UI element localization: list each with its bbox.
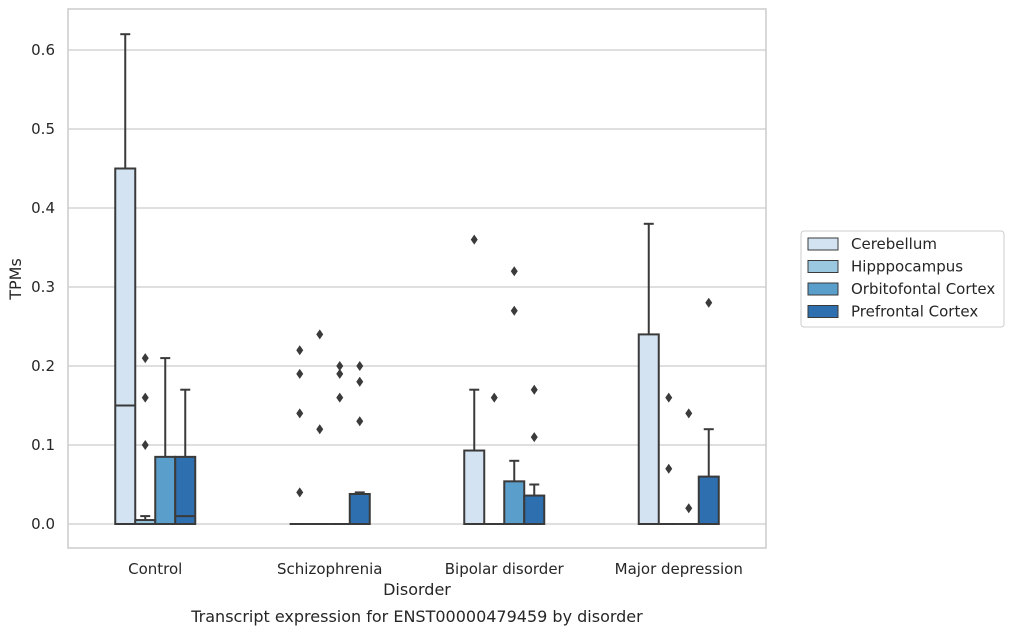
box-1-0 [289, 345, 310, 525]
outlier-point [296, 368, 304, 379]
box-body [463, 449, 486, 525]
outlier-point [685, 408, 693, 419]
y-tick-label: 0.4 [31, 199, 55, 217]
legend-label: Cerebellum [851, 235, 937, 253]
box-3-3 [697, 297, 720, 526]
box-body [114, 167, 137, 525]
x-tick-label: Schizophrenia [277, 560, 382, 578]
outlier-point [141, 353, 149, 364]
outlier-point [490, 392, 498, 403]
y-tick-label: 0.2 [31, 357, 55, 375]
legend-swatch [807, 237, 839, 251]
outlier-point [336, 361, 344, 371]
outlier-point [336, 392, 344, 403]
outlier-point [316, 329, 324, 340]
legend-label: Hipppocampus [851, 258, 963, 276]
legend-swatch [807, 282, 839, 296]
y-tick-label: 0.5 [31, 120, 55, 138]
box-1-3 [348, 361, 371, 526]
box-3-1 [658, 392, 679, 525]
outlier-point [510, 305, 518, 316]
outlier-point [296, 345, 304, 356]
outlier-point [356, 416, 364, 427]
x-axis-ticks: Control Schizophrenia Bipolar disorder Majo… [128, 560, 743, 578]
outlier-point [665, 392, 673, 403]
legend-label: Orbitofontal Cortex [851, 280, 995, 298]
x-tick-label: Major depression [615, 560, 743, 578]
outlier-point [665, 463, 673, 474]
outlier-point [356, 361, 364, 371]
outlier-point [705, 297, 713, 308]
figure-caption: Transcript expression for ENST0000047945… [190, 607, 643, 626]
box-body [503, 480, 526, 525]
legend: Cerebellum Hipppocampus Orbitofontal Corte… [800, 230, 1005, 328]
box-1-1 [309, 329, 330, 525]
box-0-0 [114, 33, 137, 525]
box-body [348, 492, 371, 526]
outlier-point [685, 503, 693, 514]
box-body [697, 475, 720, 526]
box-2-0 [463, 234, 486, 525]
outlier-point [296, 408, 304, 419]
y-axis-ticks: 0.0 0.1 0.2 0.3 0.4 0.5 0.6 [31, 41, 55, 533]
box-groups [114, 33, 720, 526]
box-1-2 [329, 361, 350, 525]
box-2-1 [484, 392, 505, 525]
legend-label: Prefrontal Cortex [851, 303, 978, 321]
outlier-point [141, 392, 149, 403]
box-3-2 [678, 408, 699, 525]
x-tick-label: Bipolar disorder [445, 560, 565, 578]
outlier-point [316, 424, 324, 435]
box-0-3 [174, 388, 197, 526]
outlier-point [296, 487, 304, 498]
x-axis-title: Disorder [383, 580, 451, 599]
outlier-point [530, 432, 538, 443]
box-body [174, 455, 197, 526]
y-tick-label: 0.6 [31, 41, 55, 59]
box-body [523, 494, 546, 525]
outlier-point [356, 376, 364, 387]
outlier-point [530, 384, 538, 395]
x-tick-label: Control [128, 560, 182, 578]
y-axis-title: TPMs [6, 258, 25, 301]
outlier-point [470, 234, 478, 245]
y-tick-label: 0.0 [31, 515, 55, 533]
box-body [637, 333, 660, 525]
outlier-point [336, 368, 344, 379]
y-tick-label: 0.1 [31, 436, 55, 454]
box-3-0 [637, 222, 660, 525]
outlier-point [141, 440, 149, 450]
outlier-point [510, 266, 518, 277]
y-tick-label: 0.3 [31, 278, 55, 296]
box-2-3 [523, 384, 546, 525]
legend-swatch [807, 260, 839, 273]
box-body [154, 455, 177, 526]
box-0-2 [154, 357, 177, 526]
legend-swatch [807, 305, 839, 318]
legend-frame [800, 230, 1005, 328]
box-2-2 [503, 266, 526, 525]
